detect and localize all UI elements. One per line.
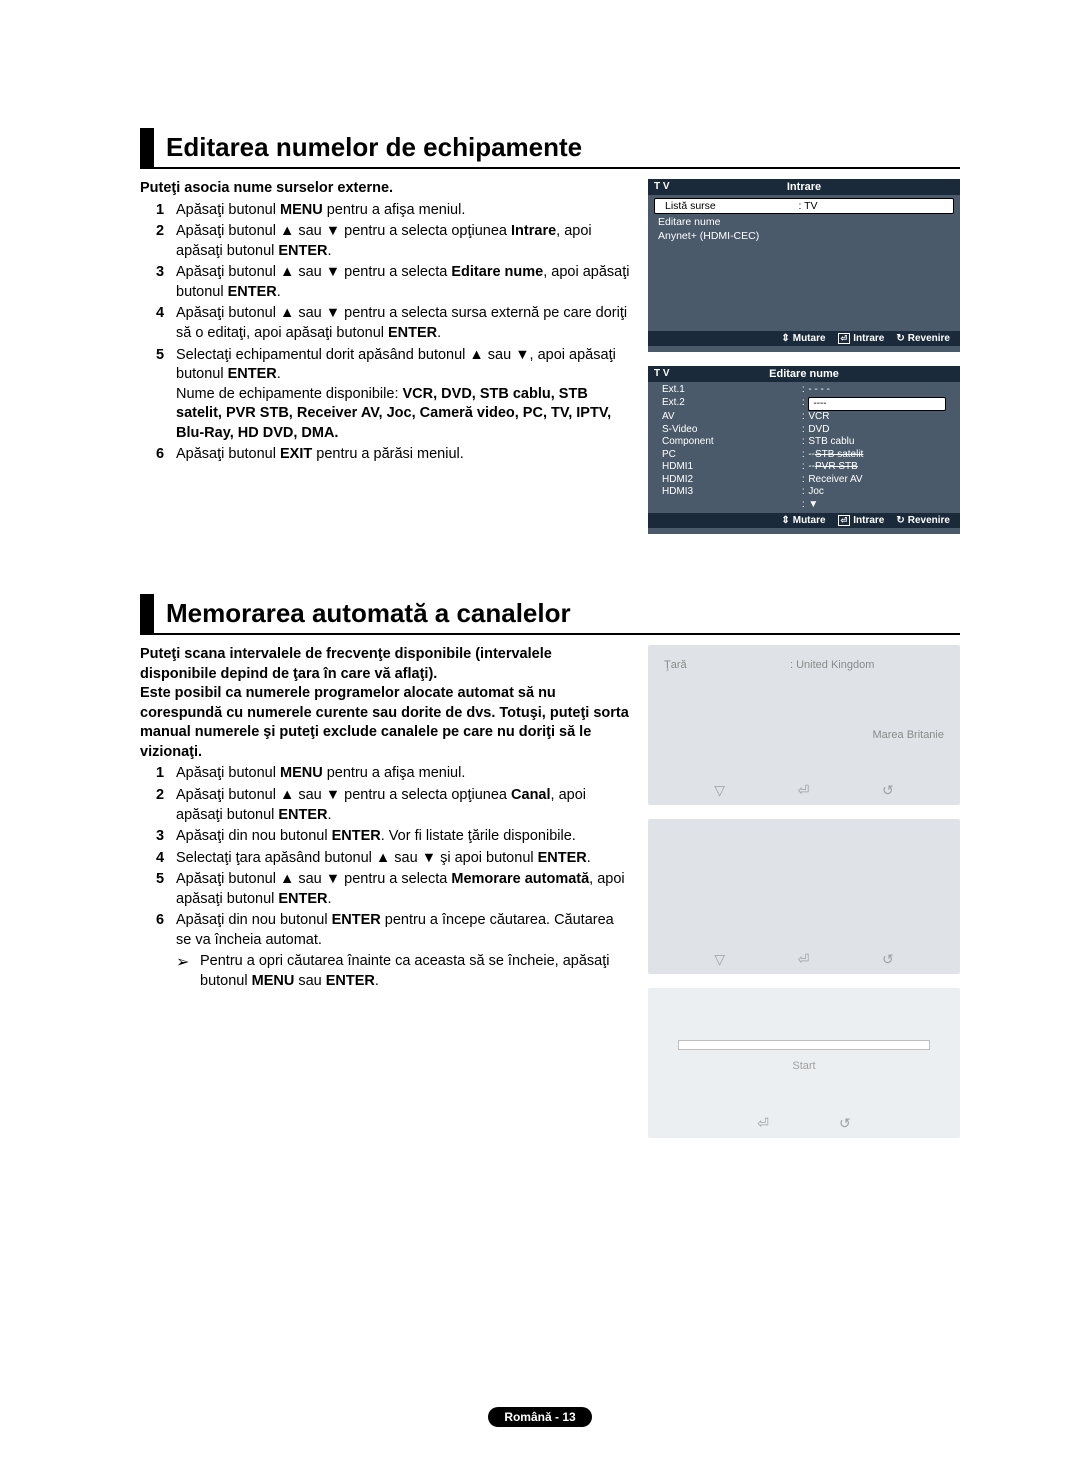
section1-text: Puteţi asocia nume surselor externe. 1Ap…: [140, 179, 630, 467]
faded-screen-blank: ▽ ⏎ ↺: [648, 819, 960, 974]
source-row: Ext.1:- - - -: [648, 384, 960, 397]
source-row: :▼: [648, 499, 960, 512]
tv-footer: ⇕Mutare ⏎Intrare ↻Revenire: [648, 513, 960, 528]
faded-screen-progress: Start ⏎ ↺: [648, 988, 960, 1138]
updown-icon: ⇕: [781, 515, 789, 526]
source-row: Component:STB cablu: [648, 436, 960, 449]
enter-icon: ⏎: [838, 515, 851, 526]
section1-title: Editarea numelor de echipamente: [140, 128, 960, 169]
source-row: PC:--STB satelit: [648, 449, 960, 462]
return-icon: ↻: [896, 515, 904, 526]
source-row: HDMI1:--PVR STB: [648, 461, 960, 474]
step-row: 2Apăsaţi butonul ▲ sau ▼ pentru a select…: [156, 786, 630, 825]
source-row: S-Video:DVD: [648, 424, 960, 437]
step-row: 3Apăsaţi butonul ▲ sau ▼ pentru a select…: [156, 263, 630, 302]
step-row: 6Apăsaţi din nou butonul ENTER pentru a …: [156, 911, 630, 950]
section2-title: Memorarea automată a canalelor: [140, 594, 960, 635]
step-row: 3Apăsaţi din nou butonul ENTER. Vor fi l…: [156, 827, 630, 847]
move-hint: ⇕Mutare: [781, 333, 825, 344]
source-row: HDMI3:Joc: [648, 486, 960, 499]
note-arrow-icon: ➢: [176, 952, 200, 991]
return-icon: ↺: [839, 1115, 851, 1132]
return-hint: ↻Revenire: [896, 333, 950, 344]
step-row: 4Selectaţi ţara apăsând butonul ▲ sau ▼ …: [156, 849, 630, 869]
enter-hint: ⏎Intrare: [838, 333, 885, 344]
tv-screen-intrare: T V Intrare Listă surse: TVEditare numeA…: [648, 179, 960, 352]
menu-row: Anynet+ (HDMI-CEC): [648, 229, 960, 243]
start-label: Start: [648, 1060, 960, 1072]
enter-icon: ⏎: [757, 1115, 769, 1132]
step-row: 4Apăsaţi butonul ▲ sau ▼ pentru a select…: [156, 304, 630, 343]
step-row: 2Apăsaţi butonul ▲ sau ▼ pentru a select…: [156, 222, 630, 261]
step-row: 5Selectaţi echipamentul dorit apăsând bu…: [156, 346, 630, 444]
section1-intro: Puteţi asocia nume surselor externe.: [140, 179, 630, 199]
progress-bar: [678, 1040, 930, 1050]
down-icon: ▽: [714, 782, 725, 799]
section2-text: Puteţi scana intervalele de frecvenţe di…: [140, 645, 630, 992]
return-icon: ↻: [896, 333, 904, 344]
tv-corner-label: T V: [654, 368, 670, 379]
return-icon: ↺: [882, 782, 894, 799]
step-row: 1Apăsaţi butonul MENU pentru a afişa men…: [156, 764, 630, 784]
tv-title: Editare nume: [648, 366, 960, 382]
source-row: HDMI2:Receiver AV: [648, 474, 960, 487]
tv-title: Intrare: [648, 179, 960, 195]
step-row: 1Apăsaţi butonul MENU pentru a afişa men…: [156, 201, 630, 221]
enter-icon: ⏎: [798, 782, 810, 799]
section2-intro: Puteţi scana intervalele de frecvenţe di…: [140, 645, 630, 762]
section2-note: ➢ Pentru a opri căutarea înainte ca acea…: [140, 952, 630, 991]
source-row: Ext.2:----: [648, 397, 960, 412]
tv-footer: ⇕Mutare ⏎Intrare ↻Revenire: [648, 331, 960, 346]
menu-row: Editare nume: [648, 215, 960, 229]
faded-screen-tara: Ţară : United Kingdom Marea Britanie ▽ ⏎…: [648, 645, 960, 805]
tv-screen-editare-nume: T V Editare nume Ext.1:- - - -Ext.2:----…: [648, 366, 960, 534]
page-footer: Română - 13: [0, 1408, 1080, 1426]
enter-icon: ⏎: [838, 333, 851, 344]
step-row: 5Apăsaţi butonul ▲ sau ▼ pentru a select…: [156, 870, 630, 909]
updown-icon: ⇕: [781, 333, 789, 344]
menu-row: Listă surse: TV: [654, 198, 954, 214]
return-icon: ↺: [882, 951, 894, 968]
enter-icon: ⏎: [798, 951, 810, 968]
source-row: AV:VCR: [648, 411, 960, 424]
tv-corner-label: T V: [654, 181, 670, 192]
down-icon: ▽: [714, 951, 725, 968]
step-row: 6Apăsaţi butonul EXIT pentru a părăsi me…: [156, 445, 630, 465]
